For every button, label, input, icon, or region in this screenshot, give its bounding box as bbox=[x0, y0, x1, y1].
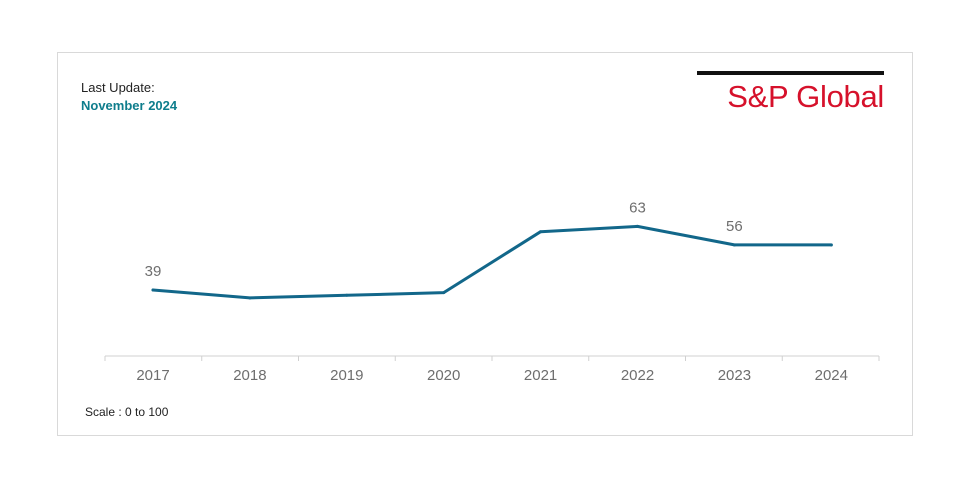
sp-global-logo: S&P Global bbox=[697, 71, 884, 115]
series-group bbox=[151, 224, 833, 300]
last-update-date: November 2024 bbox=[81, 98, 178, 113]
x-tick-label: 2021 bbox=[524, 367, 557, 384]
x-axis: 2017 2018 2019 2020 2021 2022 2023 2024 bbox=[104, 355, 880, 384]
data-point bbox=[636, 224, 639, 228]
data-point bbox=[151, 288, 155, 292]
x-tick-label: 2020 bbox=[427, 367, 460, 384]
x-tick-label: 2022 bbox=[621, 367, 654, 384]
logo-bar bbox=[697, 71, 884, 75]
logo-text: S&P Global bbox=[727, 79, 884, 114]
data-point bbox=[539, 230, 543, 234]
data-label: 39 bbox=[145, 263, 162, 280]
data-point bbox=[829, 243, 833, 247]
series-line bbox=[151, 224, 833, 300]
data-label: 63 bbox=[629, 199, 646, 216]
data-point bbox=[248, 296, 252, 300]
scale-note: Scale : 0 to 100 bbox=[85, 405, 169, 419]
x-tick-label: 2023 bbox=[718, 367, 751, 384]
x-tick-label: 2024 bbox=[815, 367, 848, 384]
data-label: 56 bbox=[726, 218, 743, 235]
data-labels: 39 63 56 bbox=[145, 199, 743, 280]
data-point bbox=[732, 243, 736, 247]
x-tick-label: 2019 bbox=[330, 367, 363, 384]
x-tick-label: 2017 bbox=[136, 367, 169, 384]
data-point bbox=[442, 291, 446, 295]
x-tick-label: 2018 bbox=[233, 367, 266, 384]
last-update-label: Last Update: bbox=[81, 80, 155, 95]
data-point bbox=[345, 293, 349, 297]
